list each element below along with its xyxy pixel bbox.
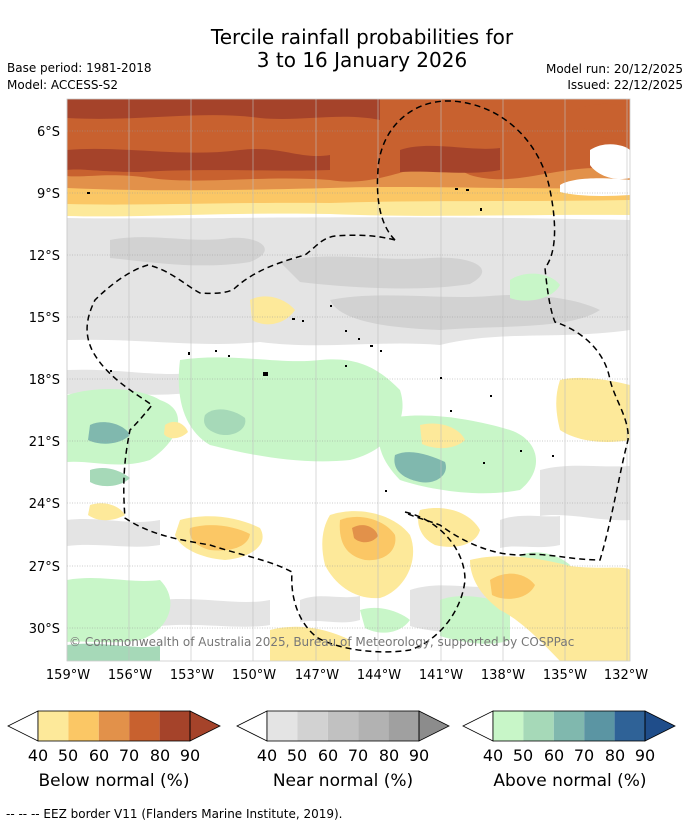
colorbar-ticks: 40 50 60 70 80 90 40 50 60 70 80 90 40 5… <box>28 746 655 765</box>
tick-label: 60 <box>89 746 109 765</box>
tick-label: 40 <box>257 746 277 765</box>
colorbar-cell <box>38 711 69 741</box>
lon-label: 153°W <box>170 668 214 683</box>
lon-label: 132°W <box>604 668 648 683</box>
tick-label: 80 <box>379 746 399 765</box>
colorbar-cell <box>68 711 99 741</box>
lon-labels: 159°W 156°W 153°W 150°W 147°W 144°W 141°… <box>46 668 648 683</box>
lon-label: 144°W <box>357 668 401 683</box>
lon-label: 138°W <box>481 668 525 683</box>
tick-label: 70 <box>348 746 368 765</box>
lat-label: 6°S <box>37 125 60 140</box>
copyright-text: © Commonwealth of Australia 2025, Bureau… <box>69 635 574 649</box>
colorbar-cell <box>297 711 328 741</box>
issued-date: Issued: 22/12/2025 <box>567 78 683 92</box>
lat-label: 30°S <box>29 622 60 637</box>
above-normal-label: Above normal (%) <box>493 771 647 791</box>
lat-label: 9°S <box>37 187 60 202</box>
tick-label: 90 <box>635 746 655 765</box>
tick-label: 40 <box>28 746 48 765</box>
lon-label: 141°W <box>419 668 463 683</box>
lat-label: 24°S <box>29 497 60 512</box>
tick-label: 50 <box>287 746 307 765</box>
colorbar-cell <box>98 711 130 741</box>
map-fill <box>67 99 630 661</box>
colorbar-below-normal <box>7 710 221 742</box>
lon-label: 135°W <box>543 668 587 683</box>
lon-label: 150°W <box>232 668 276 683</box>
tick-label: 90 <box>409 746 429 765</box>
lat-label: 18°S <box>29 373 60 388</box>
colorbar-cell <box>358 711 389 741</box>
tick-label: 50 <box>58 746 78 765</box>
tick-label: 70 <box>574 746 594 765</box>
tick-label: 50 <box>513 746 533 765</box>
lat-label: 21°S <box>29 435 60 450</box>
base-period: Base period: 1981-2018 <box>7 61 152 75</box>
colorbar-cell <box>523 711 554 741</box>
tick-label: 80 <box>605 746 625 765</box>
lat-label: 12°S <box>29 249 60 264</box>
tick-label: 60 <box>318 746 338 765</box>
model-name: Model: ACCESS-S2 <box>7 78 119 92</box>
tick-label: 90 <box>180 746 200 765</box>
lat-label: 27°S <box>29 560 60 575</box>
tick-label: 80 <box>150 746 170 765</box>
tick-label: 40 <box>483 746 503 765</box>
colorbar-cell <box>327 711 359 741</box>
plot-frame <box>66 98 631 662</box>
lon-label: 147°W <box>295 668 339 683</box>
below-normal-label: Below normal (%) <box>38 771 190 791</box>
colorbar-cell <box>388 711 419 741</box>
colorbar-cell <box>129 711 160 741</box>
near-normal-label: Near normal (%) <box>272 771 414 791</box>
colorbar-cell <box>159 711 190 741</box>
lon-label: 156°W <box>108 668 152 683</box>
eez-legend-footer: -- -- -- EEZ border V11 (Flanders Marine… <box>6 807 343 821</box>
colorbar-cell <box>553 711 585 741</box>
colorbar-cell <box>614 711 645 741</box>
eez-border <box>86 100 629 653</box>
meridians <box>66 99 628 661</box>
colorbar-cell <box>267 711 298 741</box>
lat-label: 15°S <box>29 311 60 326</box>
colorbar-cell <box>584 711 615 741</box>
colorbar-cell <box>493 711 524 741</box>
title-line-2: 3 to 16 January 2026 <box>256 48 468 72</box>
colorbar-near-normal <box>236 710 450 742</box>
islands <box>87 188 554 492</box>
tick-label: 60 <box>544 746 564 765</box>
lat-labels: 6°S 9°S 12°S 15°S 18°S 21°S 24°S 27°S 30… <box>29 125 60 637</box>
colorbar-above-normal <box>462 710 676 742</box>
lon-label: 159°W <box>46 668 90 683</box>
model-run: Model run: 20/12/2025 <box>545 62 683 76</box>
tick-label: 70 <box>119 746 139 765</box>
title-line-1: Tercile rainfall probabilities for <box>210 25 514 49</box>
